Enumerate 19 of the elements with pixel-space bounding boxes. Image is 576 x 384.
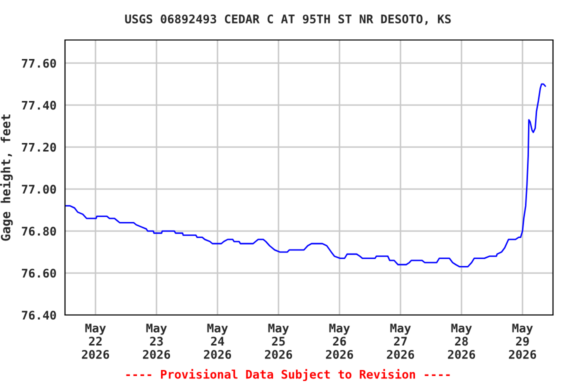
y-tick-label: 76.80 bbox=[22, 226, 56, 236]
x-tick-label: May 22 2026 bbox=[82, 324, 110, 359]
y-tick-label: 77.40 bbox=[22, 100, 56, 110]
y-tick-label: 77.00 bbox=[22, 184, 56, 194]
y-tick-label: 76.60 bbox=[22, 268, 56, 278]
text: ---- Provisional Data Subject to Revision ---- bbox=[126, 368, 450, 382]
x-tick-label: May 26 2026 bbox=[326, 324, 354, 359]
y-axis-title: Gage height, feet bbox=[0, 114, 13, 241]
x-tick-label: May 25 2026 bbox=[264, 324, 292, 359]
y-tick-label: 77.60 bbox=[22, 58, 56, 68]
x-tick-label: May 24 2026 bbox=[204, 324, 232, 359]
y-tick-label: 76.40 bbox=[22, 310, 56, 320]
chart-title: USGS 06892493 CEDAR C AT 95TH ST NR DESOTO, KS bbox=[125, 14, 451, 25]
x-tick-label: May 23 2026 bbox=[142, 324, 170, 359]
line-series bbox=[65, 83, 546, 268]
y-tick-label: 77.20 bbox=[22, 142, 56, 152]
x-tick-label: May 27 2026 bbox=[386, 324, 414, 359]
x-tick-label: May 28 2026 bbox=[448, 324, 476, 359]
x-tick-label: May 29 2026 bbox=[508, 324, 536, 359]
